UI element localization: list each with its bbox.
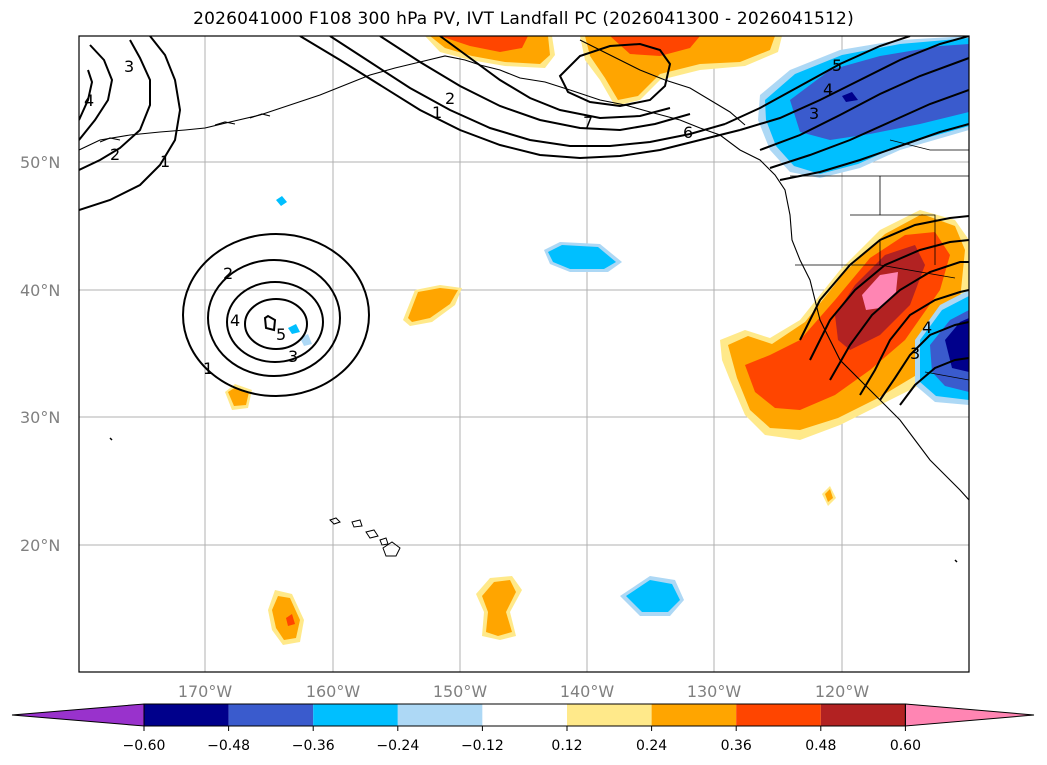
colorbar-tick-label-5: −0.12: [461, 738, 504, 754]
colorbar-tick-label-4: −0.24: [376, 738, 419, 754]
lon-label-120w: 120°W: [815, 682, 870, 701]
contour-label-ak-1: 1: [432, 103, 442, 122]
positive-anomaly-small-patches: [225, 285, 836, 645]
contour-label-ne-5: 5: [832, 56, 842, 75]
contour-label-low-4: 4: [230, 311, 240, 330]
contour-label-nw-1: 1: [160, 152, 170, 171]
latitude-labels: 50°N 40°N 30°N 20°N: [20, 153, 60, 555]
lon-label-140w: 140°W: [560, 682, 615, 701]
colorbar-bin-2: [228, 704, 314, 726]
contour-label-ca-3: 3: [910, 344, 920, 363]
lat-label-40: 40°N: [20, 281, 60, 300]
contour-label-low-2: 2: [223, 264, 233, 283]
colorbar-bin-7: [651, 704, 737, 726]
lon-label-150w: 150°W: [433, 682, 488, 701]
colorbar-bin-4: [397, 704, 483, 726]
colorbar-bin-6: [567, 704, 652, 726]
colorbar-tick-label-7: 0.24: [636, 738, 667, 754]
coastlines: [79, 39, 969, 501]
lon-label-170w: 170°W: [178, 682, 233, 701]
colorbar-bin-9: [820, 704, 906, 726]
contour-label-low-5: 5: [276, 325, 286, 344]
colorbar-extend-high: [904, 703, 1035, 727]
political-boundaries: [790, 139, 969, 381]
colorbar-bin-3: [313, 704, 398, 726]
colorbar-extend-low: [11, 703, 145, 727]
contour-label-nw-2: 2: [110, 145, 120, 164]
contour-label-ak-2: 2: [445, 89, 455, 108]
contour-label-ca-4: 4: [922, 318, 932, 337]
lat-label-50: 50°N: [20, 153, 60, 172]
map-border: [78, 35, 970, 673]
lon-label-130w: 130°W: [687, 682, 742, 701]
contour-label-ak-7: 7: [583, 113, 593, 132]
contour-label-low-1: 1: [203, 359, 213, 378]
positive-anomaly-california-ar: [720, 210, 969, 440]
longitude-labels: 170°W 160°W 150°W 140°W 130°W 120°W: [178, 682, 870, 701]
colorbar-bin-1: [144, 704, 229, 726]
colorbar-bin-5: [482, 704, 567, 726]
colorbar-tick-label-10: 0.60: [890, 738, 921, 754]
island-dot-east: [954, 559, 958, 563]
contour-labels: 3 4 2 1 2 4 5 3 1 2 1 7 6 5 4 3 3 4: [84, 56, 932, 378]
colorbar-outline: [143, 703, 906, 727]
lat-label-20: 20°N: [20, 536, 60, 555]
positive-anomaly-orange-alaska: [580, 36, 782, 106]
island-dot-west: [109, 437, 113, 441]
contour-label-ne-4: 4: [823, 80, 833, 99]
colorbar-tick-label-9: 0.48: [805, 738, 836, 754]
colorbar-tick-label-2: −0.48: [207, 738, 250, 754]
contour-label-ak-6: 6: [683, 123, 693, 142]
colorbar-tick-label-8: 0.36: [721, 738, 752, 754]
contour-label-low-3: 3: [288, 347, 298, 366]
pv-contours: [79, 36, 969, 406]
contour-label-nw-3: 3: [124, 57, 134, 76]
positive-anomaly-orange-top-left: [425, 36, 555, 68]
colorbar: −0.60 −0.48 −0.36 −0.24 −0.12 0.12 0.24 …: [11, 703, 1035, 754]
colorbar-bin-8: [736, 704, 821, 726]
lat-label-30: 30°N: [20, 408, 60, 427]
colorbar-tick-label-3: −0.36: [292, 738, 335, 754]
negative-anomaly-small-patches: [276, 196, 684, 616]
hawaiian-islands: [329, 517, 401, 557]
contour-label-ne-3: 3: [809, 104, 819, 123]
colorbar-tick-label-6: 0.12: [551, 738, 582, 754]
lon-label-160w: 160°W: [306, 682, 361, 701]
colorbar-ticks: [143, 726, 906, 731]
contour-label-nw-4: 4: [84, 91, 94, 110]
map-title: 2026041000 F108 300 hPa PV, IVT Landfall…: [193, 9, 854, 29]
colorbar-tick-label-1: −0.60: [123, 738, 166, 754]
negative-anomaly-southern-california: [915, 290, 969, 405]
